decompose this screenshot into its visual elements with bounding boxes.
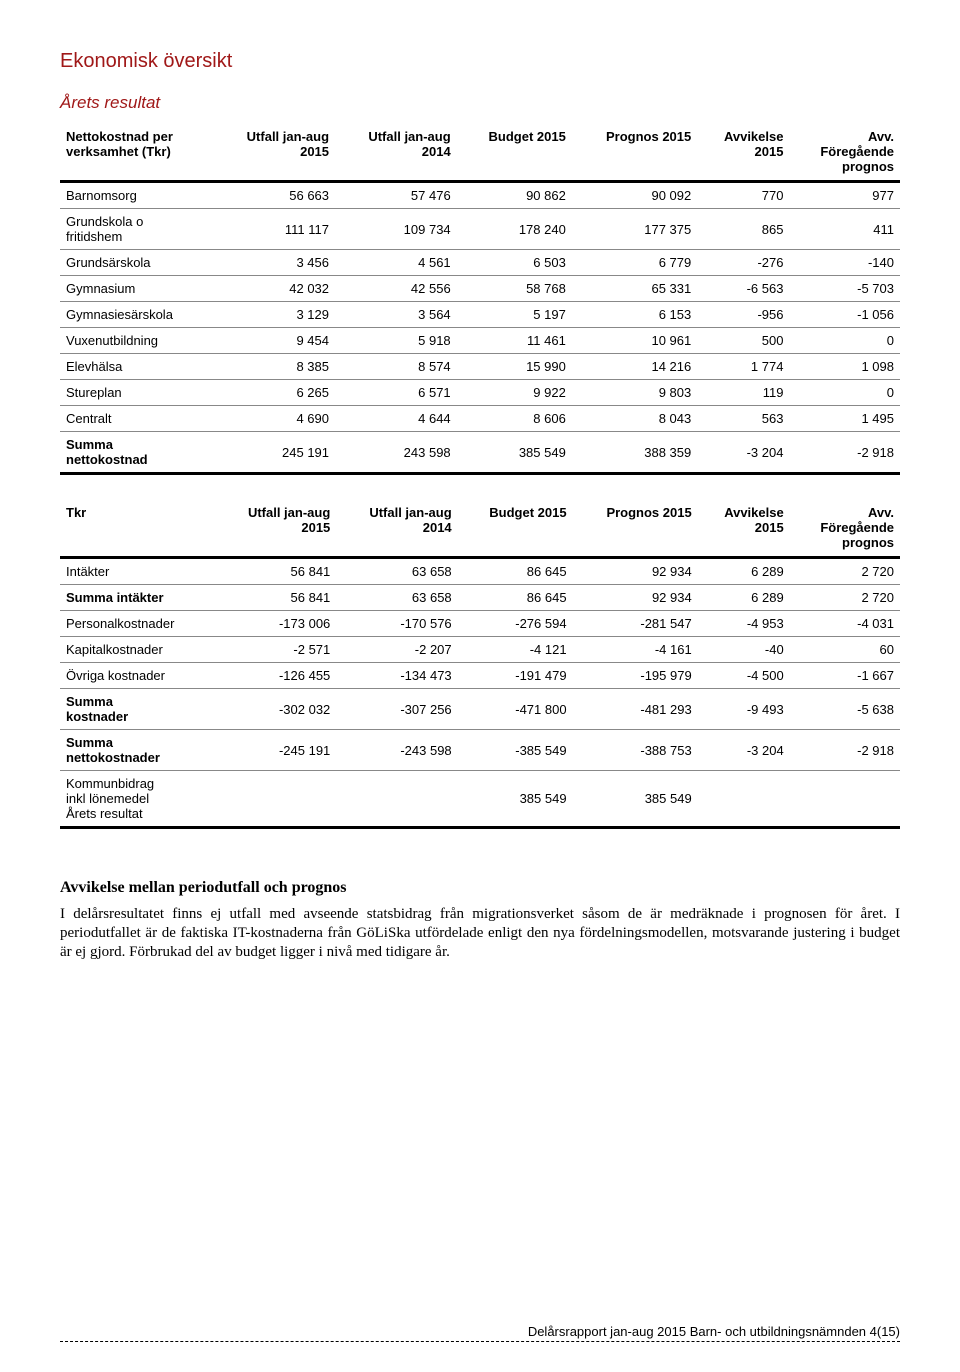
body-paragraph: I delårsresultatet finns ej utfall med a… (60, 905, 900, 961)
page-subtitle: Årets resultat (60, 93, 900, 113)
table-row-summary: Summanettokostnad 245 191243 598385 5493… (60, 432, 900, 474)
col-header: Utfall jan-aug2014 (336, 499, 457, 558)
table-row-summary: Summanettokostnader -245 191-243 598-385… (60, 730, 900, 771)
table-tkr: Tkr Utfall jan-aug2015 Utfall jan-aug201… (60, 499, 900, 829)
table-row-summary: Summakostnader -302 032-307 256-471 800-… (60, 689, 900, 730)
col-header: Budget 2015 (458, 499, 573, 558)
table-row: Grundsärskola 3 4564 5616 5036 779-276-1… (60, 250, 900, 276)
table-row: Övriga kostnader -126 455-134 473-191 47… (60, 663, 900, 689)
table-row: Vuxenutbildning 9 4545 91811 46110 96150… (60, 328, 900, 354)
col-header: Budget 2015 (457, 123, 572, 182)
table-row: Grundskola ofritidshem 111 117109 734178… (60, 209, 900, 250)
section-heading: Avvikelse mellan periodutfall och progno… (60, 879, 900, 897)
table-row: Gymnasiesärskola 3 1293 5645 1976 153-95… (60, 302, 900, 328)
col-header: Avvikelse2015 (698, 499, 790, 558)
table-row: Personalkostnader -173 006-170 576-276 5… (60, 611, 900, 637)
col-header: Utfall jan-aug2015 (215, 499, 336, 558)
col-header: Prognos 2015 (572, 123, 697, 182)
table-row-summary: Summa intäkter 56 84163 65886 64592 9346… (60, 585, 900, 611)
table-row: Kapitalkostnader -2 571-2 207-4 121-4 16… (60, 637, 900, 663)
col-header: Prognos 2015 (573, 499, 698, 558)
col-header: Avv.Föregåendeprognos (789, 123, 900, 182)
table-row: Centralt 4 6904 6448 6068 0435631 495 (60, 406, 900, 432)
col-header: Avvikelse2015 (697, 123, 789, 182)
table-row: Gymnasium 42 03242 55658 76865 331-6 563… (60, 276, 900, 302)
col-header: Utfall jan-aug2015 (213, 123, 335, 182)
page-title: Ekonomisk översikt (60, 50, 900, 73)
table-row: Kommunbidraginkl lönemedelÅrets resultat… (60, 771, 900, 828)
table-nettokostnad: Nettokostnad perverksamhet (Tkr) Utfall … (60, 123, 900, 475)
col-header: Tkr (60, 499, 215, 558)
col-header: Avv.Föregåendeprognos (790, 499, 900, 558)
table-row: Barnomsorg 56 66357 47690 86290 09277097… (60, 182, 900, 209)
table-row: Intäkter 56 84163 65886 64592 9346 2892 … (60, 558, 900, 585)
table-row: Elevhälsa 8 3858 57415 99014 2161 7741 0… (60, 354, 900, 380)
col-header: Utfall jan-aug2014 (335, 123, 457, 182)
col-header: Nettokostnad perverksamhet (Tkr) (60, 123, 213, 182)
page-footer: Delårsrapport jan-aug 2015 Barn- och utb… (60, 1324, 900, 1342)
table-row: Stureplan 6 2656 5719 9229 8031190 (60, 380, 900, 406)
